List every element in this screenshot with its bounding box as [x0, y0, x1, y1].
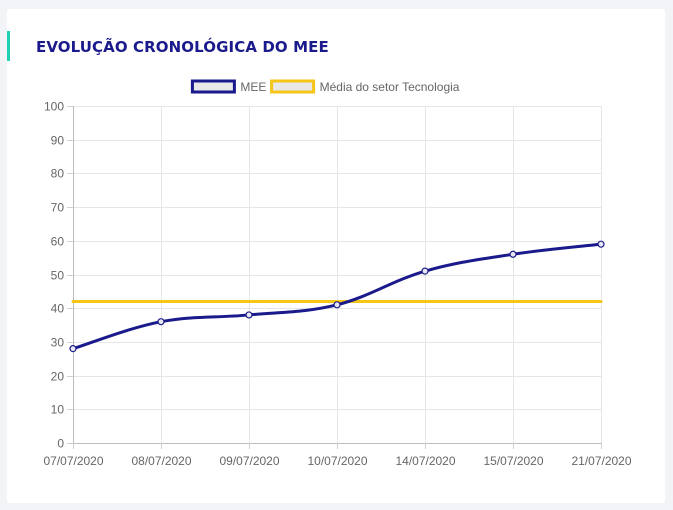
legend-swatch-mee[interactable]: [190, 79, 236, 94]
legend-swatch-media-do-setor-tecnologia[interactable]: [270, 79, 316, 94]
legend-label-mee[interactable]: MEE: [240, 80, 266, 94]
y-tick-label: 0: [57, 437, 64, 451]
y-tick-label: 10: [51, 403, 65, 417]
data-point-mee[interactable]: [597, 240, 605, 248]
data-point-mee[interactable]: [157, 318, 165, 326]
x-tick-label: 15/07/2020: [483, 454, 543, 468]
x-tick-label: 21/07/2020: [571, 454, 631, 468]
data-point-mee[interactable]: [245, 311, 253, 319]
x-tick-label: 09/07/2020: [219, 454, 279, 468]
x-axis-ticks: 07/07/2020 08/07/2020 09/07/2020 10/07/2020…: [43, 443, 632, 468]
y-tick-label: 70: [51, 201, 65, 215]
y-tick-label: 60: [51, 235, 65, 249]
x-tick-label: 08/07/2020: [131, 454, 191, 468]
chart-legend: MEE Média do setor Tecnologia: [190, 79, 460, 94]
title-accent-bar: [7, 31, 10, 61]
x-tick-label: 14/07/2020: [395, 454, 455, 468]
y-tick-label: 20: [51, 370, 65, 384]
data-point-mee[interactable]: [69, 345, 77, 353]
chart-card: EVOLUÇÃO CRONOLÓGICA DO MEE: [7, 9, 665, 503]
data-point-mee[interactable]: [421, 267, 429, 275]
x-tick-label: 10/07/2020: [307, 454, 367, 468]
y-tick-label: 90: [51, 134, 65, 148]
card-title: EVOLUÇÃO CRONOLÓGICA DO MEE: [36, 38, 329, 56]
chart-series: [69, 240, 605, 353]
y-tick-label: 50: [51, 269, 65, 283]
data-point-mee[interactable]: [333, 301, 341, 309]
y-axis-ticks: 0 10 20 30 40 50 60 70 80 90 100: [44, 100, 73, 451]
legend-label-media-do-setor-tecnologia[interactable]: Média do setor Tecnologia: [320, 80, 460, 94]
y-tick-label: 40: [51, 302, 65, 316]
y-tick-label: 100: [44, 100, 64, 114]
y-tick-label: 30: [51, 336, 65, 350]
x-tick-label: 07/07/2020: [43, 454, 103, 468]
y-tick-label: 80: [51, 167, 65, 181]
data-point-mee[interactable]: [509, 250, 517, 258]
chart-grid: [73, 106, 602, 443]
